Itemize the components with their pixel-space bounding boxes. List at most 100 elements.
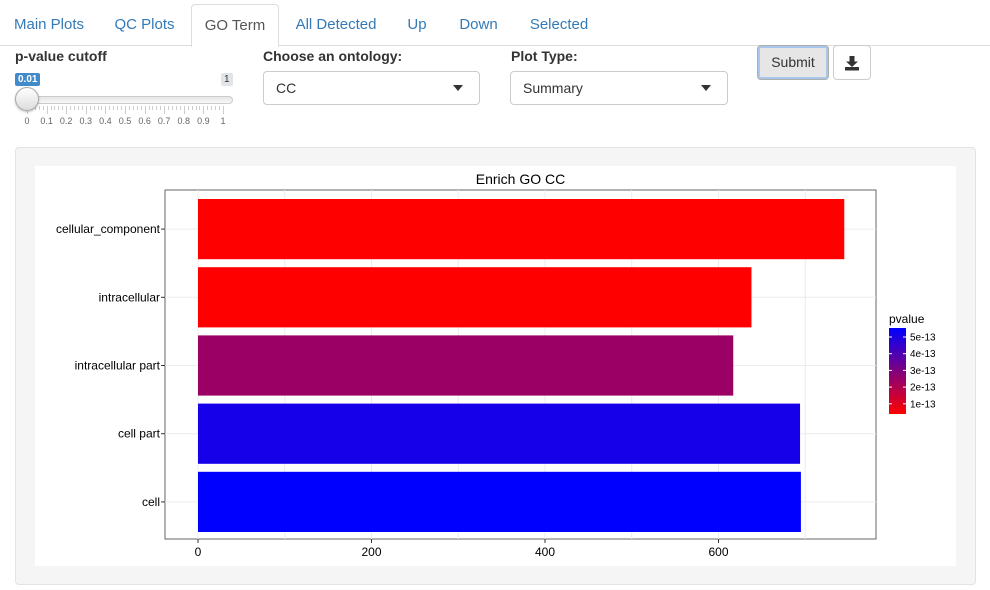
- legend-title: pvalue: [889, 312, 925, 326]
- slider-tick: [175, 106, 177, 110]
- slider-tick: [93, 106, 95, 110]
- go-enrichment-chart: cellular_component intracellular intracell…: [56, 171, 936, 559]
- plot-type-select[interactable]: Summary: [510, 71, 728, 105]
- ontology-label: Choose an ontology:: [263, 48, 403, 64]
- slider-tick: [152, 106, 154, 110]
- slider-tick: [128, 106, 130, 110]
- chevron-down-icon: [701, 85, 711, 91]
- slider-ticks: [23, 106, 233, 114]
- plot-type-selected-value: Summary: [523, 80, 583, 96]
- y-tick-label: intracellular part: [75, 359, 161, 373]
- slider-tick-label: 0.7: [157, 116, 171, 126]
- slider-tick: [101, 106, 103, 110]
- slider-tick-label: 0.9: [197, 116, 210, 126]
- chart-title: Enrich GO CC: [476, 171, 565, 187]
- pvalue-slider[interactable]: 0.01 1 0 0.1 0.2 0.3 0.4 0.5 0.6 0.7 0.8 0.9 1: [15, 68, 235, 128]
- tab-down[interactable]: Down: [459, 16, 498, 33]
- tab-main-plots[interactable]: Main Plots: [13, 16, 85, 33]
- slider-current-value: 0.01: [15, 73, 41, 86]
- slider-tick-label: 0: [24, 116, 30, 126]
- chevron-down-icon: [453, 85, 463, 91]
- slider-tick: [89, 106, 91, 110]
- ontology-select[interactable]: CC: [263, 71, 480, 105]
- slider-tick: [113, 106, 115, 110]
- y-tick-label: intracellular: [99, 290, 160, 304]
- slider-tick-label: 0.4: [99, 116, 112, 126]
- slider-tick: [211, 106, 213, 110]
- slider-tick: [70, 106, 72, 110]
- slider-tick: [199, 106, 201, 110]
- slider-tick-label: 0.6: [138, 116, 151, 126]
- slider-handle[interactable]: [15, 87, 39, 111]
- slider-tick: [223, 106, 224, 114]
- slider-tick: [203, 106, 205, 114]
- slider-tick: [117, 106, 119, 110]
- slider-tick: [50, 106, 52, 110]
- y-tick-label: cellular_component: [56, 222, 161, 236]
- y-tick-label: cell part: [118, 427, 161, 441]
- bar: [198, 471, 801, 532]
- x-tick-label: 600: [708, 545, 728, 559]
- slider-tick: [85, 106, 87, 114]
- plot-type-label: Plot Type:: [511, 48, 578, 64]
- legend-label: 3e-13: [910, 366, 936, 377]
- legend-label: 4e-13: [910, 349, 936, 360]
- download-button[interactable]: [833, 45, 871, 80]
- slider-max-value: 1: [221, 73, 233, 86]
- slider-tick: [42, 106, 44, 110]
- bar: [198, 199, 845, 260]
- bar: [198, 403, 801, 464]
- tab-selected[interactable]: Selected: [529, 16, 589, 33]
- slider-tick: [77, 106, 79, 110]
- slider-tick: [144, 106, 146, 114]
- slider-tick: [140, 106, 142, 110]
- bar: [198, 267, 752, 328]
- slider-tick: [38, 106, 40, 110]
- slider-tick: [125, 106, 126, 114]
- slider-tick: [168, 106, 170, 110]
- slider-tick: [97, 106, 99, 110]
- slider-tick: [179, 106, 181, 110]
- slider-tick: [58, 106, 60, 110]
- slider-tick: [215, 106, 217, 110]
- slider-tick: [195, 106, 197, 110]
- slider-tick: [121, 106, 123, 110]
- slider-tick-label: 0.1: [40, 116, 53, 126]
- slider-tick: [148, 106, 150, 110]
- download-icon: [845, 56, 859, 71]
- slider-tick: [187, 106, 189, 110]
- submit-button[interactable]: Submit: [757, 45, 829, 80]
- slider-tick: [160, 106, 162, 110]
- slider-tick: [191, 106, 193, 110]
- tab-up[interactable]: Up: [407, 16, 427, 33]
- slider-track[interactable]: [23, 96, 233, 104]
- ontology-selected-value: CC: [276, 80, 297, 96]
- slider-tick: [132, 106, 134, 110]
- tab-bar: Main Plots QC Plots GO Term All Detected…: [0, 4, 990, 47]
- slider-tick: [109, 106, 111, 110]
- slider-tick: [62, 106, 64, 110]
- x-tick-label: 400: [535, 545, 555, 559]
- slider-tick: [172, 106, 174, 110]
- slider-tick: [54, 106, 56, 110]
- tab-all-detected[interactable]: All Detected: [295, 16, 377, 33]
- x-tick-label: 200: [361, 545, 381, 559]
- slider-tick: [46, 106, 48, 114]
- slider-tick: [74, 106, 76, 110]
- slider-tick: [66, 106, 68, 114]
- slider-tick: [183, 106, 185, 114]
- tab-go-term[interactable]: GO Term: [191, 4, 279, 47]
- slider-tick: [156, 106, 158, 110]
- tab-qc-plots[interactable]: QC Plots: [114, 16, 175, 33]
- slider-tick-label: 0.8: [177, 116, 191, 126]
- slider-tick: [136, 106, 138, 110]
- slider-tick: [219, 106, 221, 110]
- legend-label: 2e-13: [910, 383, 936, 394]
- legend-label: 1e-13: [910, 399, 936, 410]
- slider-tick-label: 0.2: [59, 116, 73, 126]
- slider-tick-label: 0.3: [79, 116, 93, 126]
- slider-tick-label: 0.5: [118, 116, 132, 126]
- legend-colorbar: [889, 328, 906, 414]
- slider-tick-labels: 0 0.1 0.2 0.3 0.4 0.5 0.6 0.7 0.8 0.9 1: [15, 116, 235, 128]
- y-tick-label: cell: [142, 495, 160, 509]
